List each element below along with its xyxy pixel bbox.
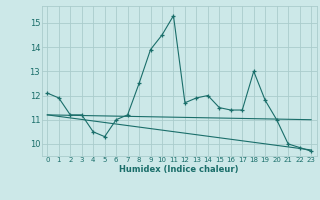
X-axis label: Humidex (Indice chaleur): Humidex (Indice chaleur) xyxy=(119,165,239,174)
